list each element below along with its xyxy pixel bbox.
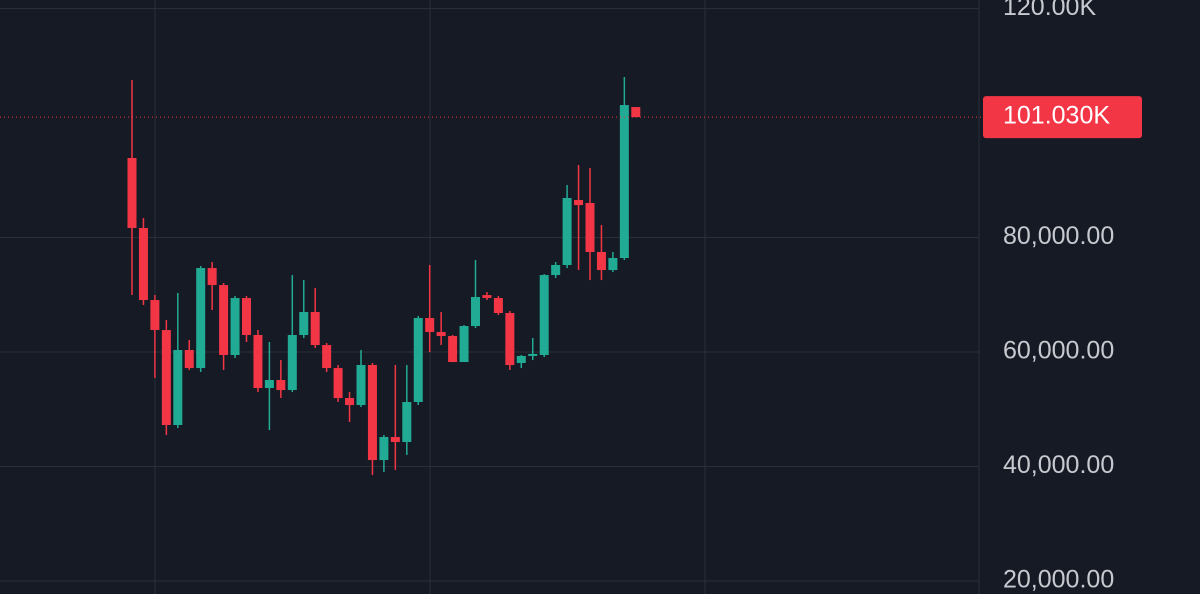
candle-body (356, 365, 366, 406)
candle-body (574, 200, 584, 206)
candle-body (345, 398, 355, 406)
candle-body (138, 228, 148, 301)
candle-body (619, 105, 629, 259)
candle-body (493, 298, 503, 314)
candle-body (230, 298, 240, 355)
y-tick-label: 80,000.00 (1003, 222, 1114, 250)
candle-body (264, 380, 274, 389)
candle-body (287, 335, 297, 391)
candle-body (402, 401, 412, 443)
y-tick-label: 20,000.00 (1003, 566, 1114, 594)
candle-body (276, 380, 286, 391)
candle-body (448, 335, 458, 363)
candle-body (310, 311, 320, 346)
y-tick-label: 40,000.00 (1003, 451, 1114, 479)
candle-body (413, 318, 423, 402)
candle-body (608, 258, 618, 271)
candle-body (631, 107, 641, 118)
candle-body (299, 311, 309, 336)
candle-body (150, 300, 160, 331)
candle-body (528, 353, 538, 356)
candle-body (425, 318, 435, 333)
candle-body (551, 264, 561, 276)
candle-body (161, 330, 171, 426)
candle-body (333, 368, 343, 399)
candle-body (379, 437, 389, 461)
candle-body (367, 365, 377, 461)
candle-body (436, 332, 446, 336)
y-tick-label: 120.00K (1003, 0, 1096, 21)
candle-body (539, 275, 549, 355)
candle-body (253, 335, 263, 389)
candle-body (196, 268, 206, 369)
y-tick-label: 60,000.00 (1003, 337, 1114, 365)
candle-body (471, 297, 480, 327)
candle-body (585, 202, 595, 253)
candle-body (505, 313, 515, 366)
candle-body (459, 326, 469, 363)
candle-body (173, 350, 183, 426)
last-price-tag (983, 96, 1142, 139)
candle-body (596, 252, 606, 271)
candle-body (562, 198, 572, 265)
candle-body (207, 268, 217, 286)
candle-body (516, 355, 526, 364)
candle-body (482, 295, 492, 299)
candle-body (322, 345, 332, 369)
candle-body (127, 158, 137, 229)
candle-body (242, 298, 251, 336)
candle-body (184, 350, 194, 369)
candle-body (219, 285, 229, 355)
candle-body (390, 437, 400, 443)
last-price-label: 101.030K (1003, 102, 1110, 130)
